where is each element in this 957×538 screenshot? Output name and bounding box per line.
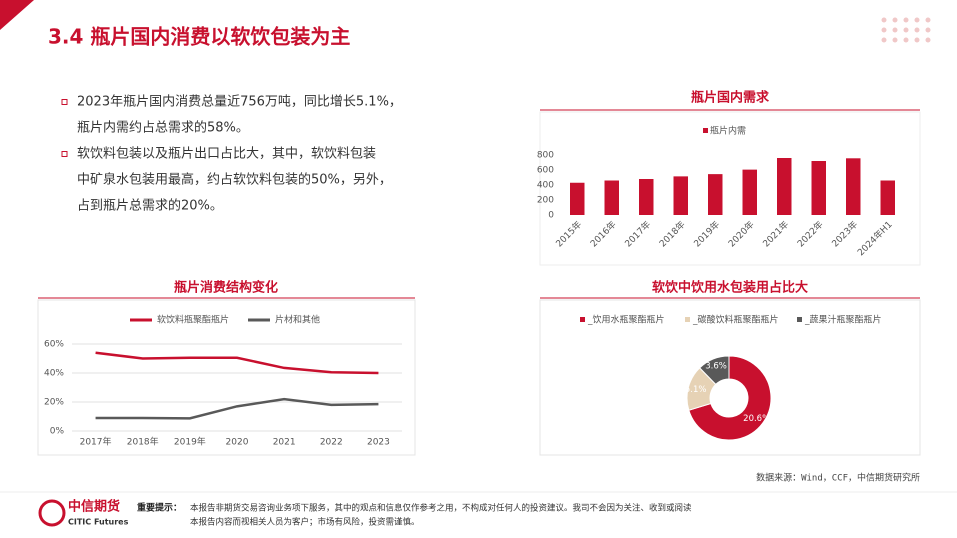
data-label: 5.1% [685, 385, 707, 395]
bullet-text: 占到瓶片总需求的20%。 [77, 198, 223, 214]
bullet-text: 2023年瓶片国内消费总量近756万吨，同比增长5.1%， [77, 94, 402, 110]
slide-title: 3.4 瓶片国内消费以软饮包装为主 [48, 25, 350, 49]
data-label: 3.6% [705, 362, 727, 372]
bullet-text: 瓶片内需约占总需求的58%。 [77, 120, 249, 136]
panel [37, 299, 416, 456]
brand-cn: 中信期货 [68, 499, 120, 515]
legend-label: 片材和其他 [275, 314, 320, 326]
y-tick-label: 800 [537, 151, 554, 161]
bullet-text: 软饮料包装以及瓶片出口占比大，其中，软饮料包装 [77, 147, 376, 162]
bar [880, 180, 895, 215]
y-tick-label: 20% [44, 398, 64, 408]
bar [604, 180, 619, 215]
y-tick-label: 200 [537, 196, 554, 206]
bar [570, 182, 585, 215]
x-tick-label: 2017年 [80, 436, 112, 448]
legend-swatch [797, 317, 802, 322]
brand-en: CITIC Futures [68, 518, 129, 527]
y-tick-label: 60% [44, 340, 64, 350]
legend-label: _蔬果汁瓶聚酯瓶片 [804, 314, 882, 326]
bar [846, 158, 861, 215]
bullet-marker [61, 151, 68, 157]
bar [811, 161, 826, 215]
legend-label: _碳酸饮料瓶聚酯瓶片 [692, 314, 779, 326]
x-tick-label: 2021 [273, 438, 296, 448]
bar [708, 174, 723, 215]
bar [673, 176, 688, 215]
y-tick-label: 600 [537, 166, 554, 176]
line-series [95, 351, 379, 375]
logo [38, 499, 66, 527]
notice-line: 本报告内容而视相关人员为客户；市场有风险，投资需谨慎。 [190, 517, 420, 528]
corner-mark [0, 0, 34, 30]
bar [777, 158, 792, 215]
x-tick-label: 2018年 [127, 436, 159, 448]
legend-swatch [685, 317, 690, 322]
x-tick-label: 2019年 [174, 436, 206, 448]
chart-title: 软饮中饮用水包装用占比大 [652, 280, 808, 296]
donut-slice [688, 355, 772, 441]
bar [742, 169, 757, 215]
legend-label: 瓶片内需 [710, 125, 746, 137]
data-label: 20.6% [743, 414, 770, 424]
legend-label: 软饮料瓶聚酯瓶片 [157, 314, 229, 326]
x-tick-label: 2020 [226, 438, 249, 448]
y-tick-label: 40% [44, 369, 64, 379]
chart-title: 瓶片消费结构变化 [174, 280, 278, 296]
legend-label: _饮用水瓶聚酯瓶片 [587, 314, 665, 326]
y-tick-label: 0% [50, 427, 65, 437]
dots [881, 17, 931, 43]
bullet-text: 中矿泉水包装用最高，约占软饮料包装的50%，另外， [77, 172, 392, 188]
source: 数据来源：Wind，CCF，中信期货研究所 [756, 472, 920, 484]
x-tick-label: 2022 [320, 438, 343, 448]
notice-line: 本报告非期货交易咨询业务项下服务，其中的观点和信息仅作参考之用，不构成对任何人的… [190, 503, 692, 514]
x-tick-label: 2023 [367, 438, 390, 448]
donut-slice [698, 355, 730, 386]
bar [639, 179, 654, 215]
y-tick-label: 400 [537, 181, 554, 191]
bullet-marker [61, 99, 68, 105]
notice-label: 重要提示： [137, 502, 182, 514]
legend-swatch [703, 128, 708, 133]
legend-swatch [580, 317, 585, 322]
chart-title: 瓶片国内需求 [691, 90, 770, 106]
y-tick-label: 0 [548, 211, 554, 221]
line-series [95, 397, 379, 420]
